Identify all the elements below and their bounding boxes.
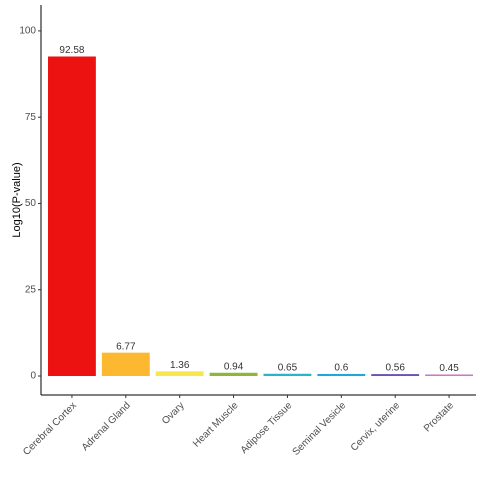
bar — [155, 371, 204, 377]
x-tick-label: Cervix, uterine — [349, 400, 403, 454]
x-tick-label: Prostate — [422, 400, 456, 434]
y-tick-label: 25 — [25, 284, 37, 295]
x-tick-label: Adrenal Gland — [80, 400, 133, 453]
x-tick-label: Seminal Vesicle — [291, 400, 349, 458]
value-label: 0.6 — [334, 363, 348, 374]
value-label: 0.65 — [278, 362, 298, 373]
x-tick-label: Adipose Tissue — [239, 400, 295, 456]
value-label: 6.77 — [116, 341, 136, 352]
value-label: 92.58 — [59, 45, 84, 56]
bar — [425, 374, 473, 377]
bar — [263, 373, 312, 377]
bar — [48, 56, 96, 377]
value-label: 0.94 — [224, 361, 244, 372]
y-tick-label: 75 — [25, 112, 37, 123]
x-tick-label: Ovary — [160, 400, 187, 427]
y-tick-label: 50 — [25, 198, 37, 209]
bar — [371, 374, 420, 377]
y-tick-label: 0 — [30, 371, 36, 382]
value-label: 0.45 — [439, 363, 459, 374]
y-tick-label: 100 — [19, 26, 36, 37]
bar — [209, 372, 258, 377]
y-axis-title: Log10(P-value) — [11, 162, 23, 237]
value-label: 1.36 — [170, 360, 190, 371]
x-tick-label: Heart Muscle — [191, 400, 241, 450]
x-tick-label: Cerebral Cortex — [21, 400, 79, 458]
bar — [101, 352, 150, 377]
bar — [317, 373, 366, 377]
value-label: 0.56 — [385, 363, 405, 374]
